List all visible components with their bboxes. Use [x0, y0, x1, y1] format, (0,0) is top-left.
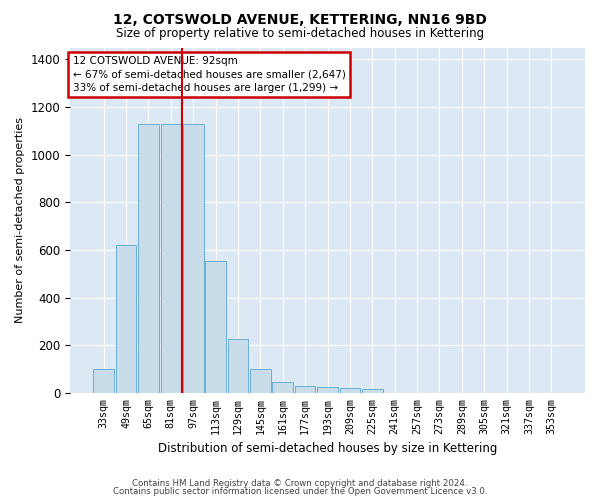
Bar	[317, 387, 338, 393]
Text: Size of property relative to semi-detached houses in Kettering: Size of property relative to semi-detach…	[116, 28, 484, 40]
Bar	[94, 369, 114, 393]
Bar	[295, 386, 316, 393]
Y-axis label: Number of semi-detached properties: Number of semi-detached properties	[15, 117, 25, 323]
Bar	[362, 389, 383, 393]
Text: 12, COTSWOLD AVENUE, KETTERING, NN16 9BD: 12, COTSWOLD AVENUE, KETTERING, NN16 9BD	[113, 12, 487, 26]
Bar	[116, 245, 136, 393]
Text: Contains public sector information licensed under the Open Government Licence v3: Contains public sector information licen…	[113, 487, 487, 496]
Bar	[228, 339, 248, 393]
Bar	[183, 124, 203, 393]
X-axis label: Distribution of semi-detached houses by size in Kettering: Distribution of semi-detached houses by …	[158, 442, 497, 455]
Bar	[272, 382, 293, 393]
Bar	[205, 260, 226, 393]
Text: Contains HM Land Registry data © Crown copyright and database right 2024.: Contains HM Land Registry data © Crown c…	[132, 478, 468, 488]
Bar	[340, 388, 360, 393]
Bar	[250, 369, 271, 393]
Text: 12 COTSWOLD AVENUE: 92sqm
← 67% of semi-detached houses are smaller (2,647)
33% : 12 COTSWOLD AVENUE: 92sqm ← 67% of semi-…	[73, 56, 346, 92]
Bar	[138, 124, 159, 393]
Bar	[161, 124, 181, 393]
